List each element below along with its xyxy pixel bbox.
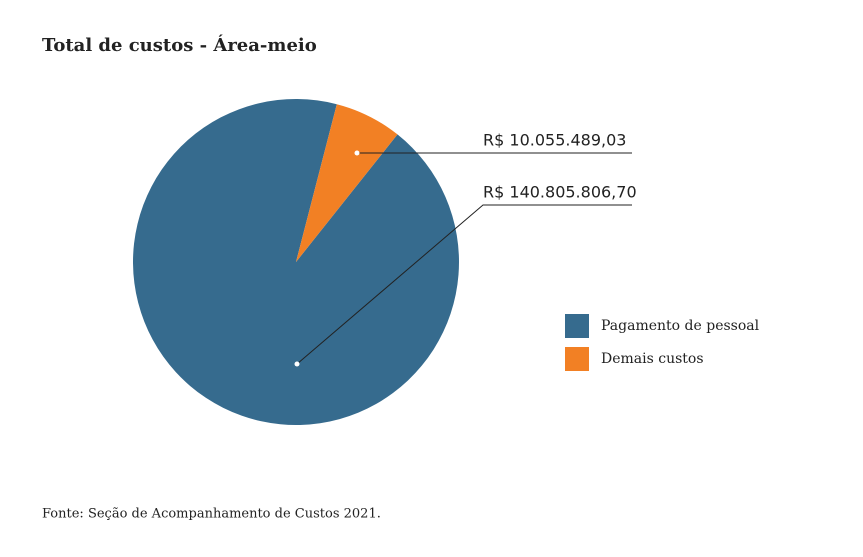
legend-label: Demais custos bbox=[601, 351, 704, 367]
legend-label: Pagamento de pessoal bbox=[601, 318, 760, 334]
pie-slice bbox=[296, 104, 398, 262]
legend-swatch bbox=[565, 314, 589, 338]
value-label: R$ 140.805.806,70 bbox=[483, 183, 637, 202]
legend-swatch bbox=[565, 347, 589, 371]
chart-title: Total de custos - Área-meio bbox=[42, 33, 317, 56]
leader-dot bbox=[354, 150, 360, 156]
source: Fonte: Seção de Acompanhamento de Custos… bbox=[42, 507, 381, 522]
leader-line bbox=[296, 204, 632, 365]
leader-dot bbox=[294, 361, 300, 367]
value-label: R$ 10.055.489,03 bbox=[483, 131, 626, 150]
pie-slice bbox=[132, 98, 459, 425]
